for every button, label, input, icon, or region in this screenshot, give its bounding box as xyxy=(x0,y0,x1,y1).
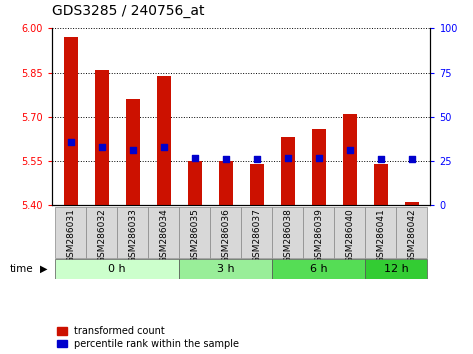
Text: GSM286040: GSM286040 xyxy=(345,208,354,263)
Bar xyxy=(188,161,201,205)
Point xyxy=(377,156,385,162)
Bar xyxy=(95,70,109,205)
Text: ▶: ▶ xyxy=(40,264,48,274)
Bar xyxy=(250,164,264,205)
Text: GSM286038: GSM286038 xyxy=(283,208,292,263)
Legend: transformed count, percentile rank within the sample: transformed count, percentile rank withi… xyxy=(57,326,239,349)
Text: 6 h: 6 h xyxy=(310,264,328,274)
FancyBboxPatch shape xyxy=(272,207,303,258)
Point xyxy=(129,148,136,153)
Text: 3 h: 3 h xyxy=(217,264,235,274)
Bar xyxy=(374,164,388,205)
FancyBboxPatch shape xyxy=(117,207,148,258)
Text: GSM286034: GSM286034 xyxy=(159,208,168,263)
Bar xyxy=(405,202,419,205)
FancyBboxPatch shape xyxy=(148,207,179,258)
Text: GSM286035: GSM286035 xyxy=(190,208,199,263)
Text: 12 h: 12 h xyxy=(384,264,409,274)
FancyBboxPatch shape xyxy=(86,207,117,258)
FancyBboxPatch shape xyxy=(365,259,427,279)
Point xyxy=(222,156,229,162)
Bar xyxy=(126,99,140,205)
Text: GDS3285 / 240756_at: GDS3285 / 240756_at xyxy=(52,4,204,18)
Bar xyxy=(157,75,171,205)
Text: GSM286041: GSM286041 xyxy=(377,208,385,263)
FancyBboxPatch shape xyxy=(179,207,210,258)
Point xyxy=(346,148,354,153)
FancyBboxPatch shape xyxy=(55,207,86,258)
FancyBboxPatch shape xyxy=(396,207,427,258)
Bar xyxy=(64,37,78,205)
Text: GSM286033: GSM286033 xyxy=(128,208,137,263)
Text: time: time xyxy=(9,264,33,274)
FancyBboxPatch shape xyxy=(241,207,272,258)
FancyBboxPatch shape xyxy=(303,207,334,258)
FancyBboxPatch shape xyxy=(365,207,396,258)
Text: GSM286037: GSM286037 xyxy=(252,208,261,263)
Point xyxy=(253,156,261,162)
FancyBboxPatch shape xyxy=(334,207,365,258)
Text: GSM286042: GSM286042 xyxy=(407,208,416,263)
Point xyxy=(67,139,74,144)
Text: GSM286032: GSM286032 xyxy=(97,208,106,263)
Point xyxy=(160,144,167,150)
Bar xyxy=(312,129,326,205)
Text: GSM286039: GSM286039 xyxy=(314,208,323,263)
FancyBboxPatch shape xyxy=(272,259,365,279)
Point xyxy=(284,155,291,160)
Text: GSM286036: GSM286036 xyxy=(221,208,230,263)
Text: GSM286031: GSM286031 xyxy=(66,208,75,263)
Point xyxy=(315,155,323,160)
Point xyxy=(191,155,199,160)
Point xyxy=(98,144,105,150)
Bar xyxy=(343,114,357,205)
Text: 0 h: 0 h xyxy=(108,264,126,274)
FancyBboxPatch shape xyxy=(210,207,241,258)
Bar xyxy=(281,137,295,205)
FancyBboxPatch shape xyxy=(179,259,272,279)
Bar xyxy=(219,161,233,205)
Point xyxy=(408,156,416,162)
FancyBboxPatch shape xyxy=(55,259,179,279)
